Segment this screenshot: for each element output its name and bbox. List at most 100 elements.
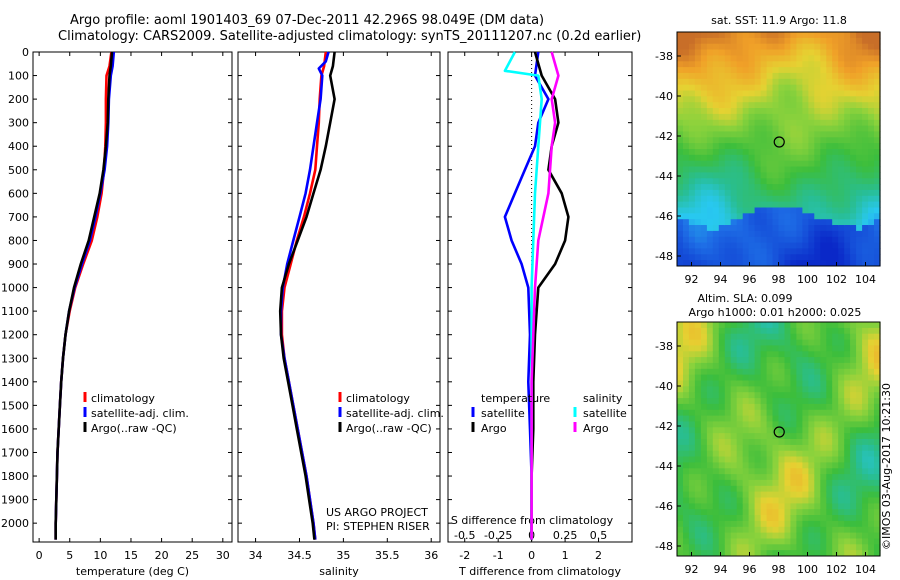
map-cell	[754, 143, 762, 150]
map-cell	[778, 119, 786, 127]
map-cell	[862, 78, 869, 86]
map-cell	[832, 544, 839, 551]
map-cell	[694, 345, 702, 352]
map-cell	[683, 125, 690, 132]
y-tick-label: 2000	[1, 517, 29, 530]
map-cell	[862, 172, 869, 179]
map-cell	[718, 474, 726, 481]
map-cell	[796, 339, 803, 346]
map-cell	[814, 113, 821, 121]
map-cell	[814, 550, 821, 557]
map-cell	[874, 72, 881, 80]
map-cell	[772, 230, 780, 238]
map-cell	[778, 503, 786, 510]
map-cell	[790, 154, 797, 162]
map-cell	[874, 468, 881, 475]
map-cell	[814, 207, 821, 214]
map-cell	[784, 149, 792, 156]
map-cell	[766, 386, 774, 393]
map-cell	[730, 102, 738, 109]
map-cell	[748, 189, 756, 197]
map-cell	[730, 213, 738, 220]
map-cell	[868, 149, 875, 156]
map-cell	[838, 254, 845, 261]
map-cell	[850, 37, 857, 45]
map-cell	[784, 201, 792, 208]
map-cell	[736, 398, 744, 405]
map-cell	[832, 184, 839, 191]
map-cell	[862, 108, 869, 115]
map-cell	[832, 55, 839, 62]
map-cell	[683, 403, 690, 411]
map-cell	[724, 154, 732, 162]
map-cell	[850, 386, 857, 393]
map-cell	[748, 415, 756, 422]
map-cell	[814, 149, 821, 156]
map-cell	[748, 403, 756, 411]
map-cell	[844, 149, 851, 156]
map-cell	[694, 520, 702, 528]
map-cell	[730, 345, 738, 352]
map-cell	[688, 427, 696, 434]
map-cell	[802, 72, 809, 80]
map-cell	[850, 90, 857, 97]
map-cell	[760, 462, 768, 469]
map-cell	[688, 380, 696, 387]
map-cell	[712, 143, 720, 150]
map-cell	[778, 333, 786, 341]
map-cell	[838, 37, 845, 45]
map-cell	[754, 380, 762, 387]
map-cell	[790, 137, 797, 144]
map-cell	[868, 49, 875, 56]
map-cell	[844, 225, 851, 232]
map-cell	[838, 462, 845, 469]
map-cell	[760, 96, 768, 103]
map-cell	[874, 137, 881, 144]
map-cell	[742, 143, 750, 150]
map-cell	[856, 403, 863, 411]
map-cell	[748, 32, 756, 39]
map-cell	[874, 254, 881, 261]
map-cell	[730, 219, 738, 226]
map-cell	[754, 213, 762, 220]
map-cell	[862, 90, 869, 97]
map-cell	[832, 154, 839, 162]
map-cell	[736, 333, 744, 341]
map-cell	[742, 32, 750, 39]
map-cell	[742, 462, 750, 469]
map-cell	[808, 468, 815, 475]
map-cell	[814, 254, 821, 261]
y-tick-label: 0	[22, 46, 29, 59]
map-cell	[844, 119, 851, 127]
map-cell	[832, 450, 839, 458]
map-cell	[683, 72, 690, 80]
map-cell	[778, 550, 786, 557]
map-cell	[868, 84, 875, 92]
map-cell	[832, 462, 839, 469]
figure-title-line2: Climatology: CARS2009. Satellite-adjuste…	[58, 29, 642, 44]
map-cell	[874, 333, 881, 341]
map-cell	[850, 84, 857, 92]
map-cell	[772, 474, 780, 481]
map-cell	[683, 172, 690, 179]
map-cell	[814, 178, 821, 185]
map-cell	[760, 520, 768, 528]
map-cell	[694, 96, 702, 103]
map-cell	[760, 254, 768, 261]
map-cell	[712, 450, 720, 458]
map-cell	[856, 102, 863, 109]
map-cell	[850, 479, 857, 487]
map-cell	[724, 468, 732, 475]
map-cell	[730, 550, 738, 557]
map-cell	[706, 178, 714, 185]
map-cell	[832, 225, 839, 232]
map-cell	[772, 160, 780, 168]
map-cell	[694, 392, 702, 399]
map-cell	[838, 532, 845, 539]
map-cell	[832, 532, 839, 539]
map-cell	[730, 113, 738, 121]
map-cell	[838, 380, 845, 387]
map-cell	[856, 380, 863, 387]
map-cell	[802, 37, 809, 45]
map-cell	[772, 550, 780, 557]
